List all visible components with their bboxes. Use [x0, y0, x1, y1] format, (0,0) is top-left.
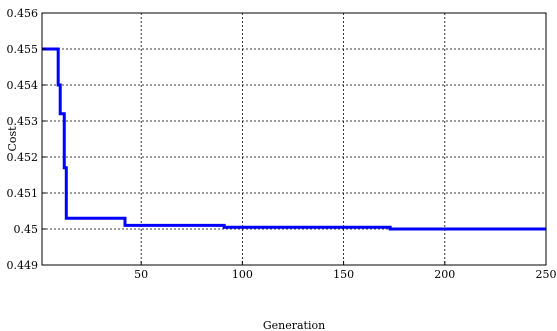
x-tick-label-150: 150	[333, 268, 354, 281]
y-tick-label-5: 0.454	[7, 79, 39, 92]
y-tick-label-2: 0.451	[7, 187, 39, 200]
plot-frame	[41, 12, 547, 266]
y-tick-label-7: 0.456	[7, 7, 39, 20]
x-axis-ticks: 50 100 150 200 250	[134, 261, 557, 281]
x-axis-label: Generation	[263, 319, 325, 331]
y-tick-label-1: 0.45	[14, 223, 39, 236]
y-axis-label: Cost	[6, 126, 19, 152]
y-tick-label-3: 0.452	[7, 151, 39, 164]
series-layer	[42, 47, 546, 231]
x-tick-label-200: 200	[434, 268, 455, 281]
y-tick-label-0: 0.449	[7, 259, 39, 272]
series-line-0	[42, 47, 546, 231]
y-tick-label-4: 0.453	[7, 115, 39, 128]
grid	[42, 13, 546, 265]
x-tick-label-100: 100	[232, 268, 253, 281]
y-tick-label-6: 0.455	[7, 43, 39, 56]
x-tick-label-250: 250	[536, 268, 557, 281]
x-tick-label-50: 50	[134, 268, 148, 281]
y-axis-ticks: 0.449 0.45 0.451 0.452 0.453 0.454 0.455 0.456	[7, 7, 46, 272]
